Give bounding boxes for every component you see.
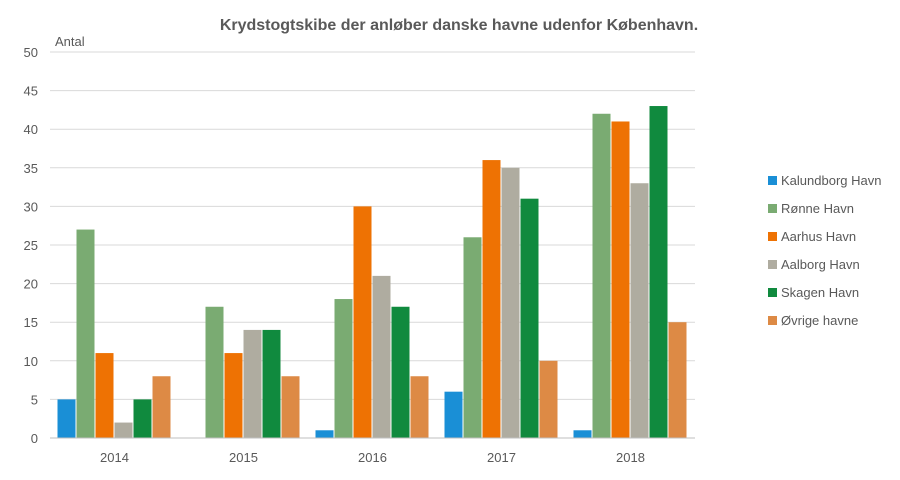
bar-2016-3 <box>372 275 391 438</box>
bar-2017-5 <box>539 360 558 438</box>
bar-2015-2 <box>224 353 243 438</box>
x-tick-label: 2017 <box>487 450 516 465</box>
legend: Kalundborg Havn Rønne Havn Aarhus Havn Aalb… <box>768 166 881 334</box>
y-tick-label: 50 <box>24 45 38 60</box>
y-tick-label: 10 <box>24 354 38 369</box>
legend-swatch <box>768 203 777 213</box>
x-tick-label: 2016 <box>358 450 387 465</box>
legend-item: Øvrige havne <box>768 306 881 334</box>
legend-swatch <box>768 175 777 185</box>
legend-item: Kalundborg Havn <box>768 166 881 194</box>
bar-2018-3 <box>630 183 649 438</box>
bar-2017-3 <box>501 167 520 439</box>
bar-2014-5 <box>152 376 171 438</box>
y-tick-label: 35 <box>24 161 38 176</box>
bar-2016-2 <box>353 206 372 438</box>
legend-label: Skagen Havn <box>781 284 860 300</box>
legend-swatch <box>768 315 777 325</box>
bar-2018-2 <box>611 121 630 438</box>
bar-2017-2 <box>482 160 501 438</box>
legend-item: Aalborg Havn <box>768 250 881 278</box>
bar-2014-2 <box>95 353 114 438</box>
y-tick-label: 0 <box>31 431 38 446</box>
bar-2017-1 <box>463 237 482 438</box>
y-tick-label: 5 <box>31 392 38 407</box>
bar-2016-0 <box>315 430 334 438</box>
bar-2016-4 <box>391 306 410 438</box>
legend-swatch <box>768 287 777 297</box>
bar-2016-1 <box>334 299 353 438</box>
legend-label: Aarhus Havn <box>781 228 857 244</box>
bar-2018-5 <box>668 322 687 438</box>
bar-2014-3 <box>114 422 133 438</box>
legend-label: Kalundborg Havn <box>781 172 882 188</box>
chart-title: Krydstogtskibe der anløber danske havne … <box>220 17 698 34</box>
bar-2014-4 <box>133 399 152 438</box>
bar-2016-5 <box>410 376 429 438</box>
y-tick-label: 40 <box>24 122 38 137</box>
x-tick-label: 2015 <box>229 450 258 465</box>
legend-item: Rønne Havn <box>768 194 881 222</box>
y-tick-label: 30 <box>24 199 38 214</box>
x-tick-label: 2018 <box>616 450 645 465</box>
bar-2017-4 <box>520 198 539 438</box>
gridlines <box>50 51 695 400</box>
x-tick-label: 2014 <box>100 450 129 465</box>
y-axis-ticks: 0 5 10 15 20 25 30 35 40 45 50 <box>24 45 38 446</box>
y-tick-label: 20 <box>24 277 38 292</box>
bar-2017-0 <box>444 391 463 438</box>
bar-2015-5 <box>281 376 300 438</box>
bar-2015-1 <box>205 306 224 438</box>
legend-item: Skagen Havn <box>768 278 881 306</box>
y-tick-label: 45 <box>24 84 38 99</box>
legend-swatch <box>768 259 777 269</box>
bar-2014-1 <box>76 229 95 438</box>
bar-2018-4 <box>649 106 668 438</box>
legend-swatch <box>768 231 777 241</box>
legend-label: Rønne Havn <box>781 200 854 216</box>
y-tick-label: 25 <box>24 238 38 253</box>
legend-label: Øvrige havne <box>781 312 859 328</box>
bar-2014-0 <box>57 399 76 438</box>
legend-label: Aalborg Havn <box>781 256 860 272</box>
legend-item: Aarhus Havn <box>768 222 881 250</box>
bar-2018-0 <box>573 430 592 438</box>
bar-2015-4 <box>262 329 281 438</box>
y-axis-label: Antal <box>55 34 85 49</box>
bar-2018-1 <box>592 113 611 438</box>
bars <box>57 106 687 439</box>
y-tick-label: 15 <box>24 315 38 330</box>
bar-2015-3 <box>243 329 262 438</box>
x-axis-ticks: 2014 2015 2016 2017 2018 <box>100 450 645 465</box>
